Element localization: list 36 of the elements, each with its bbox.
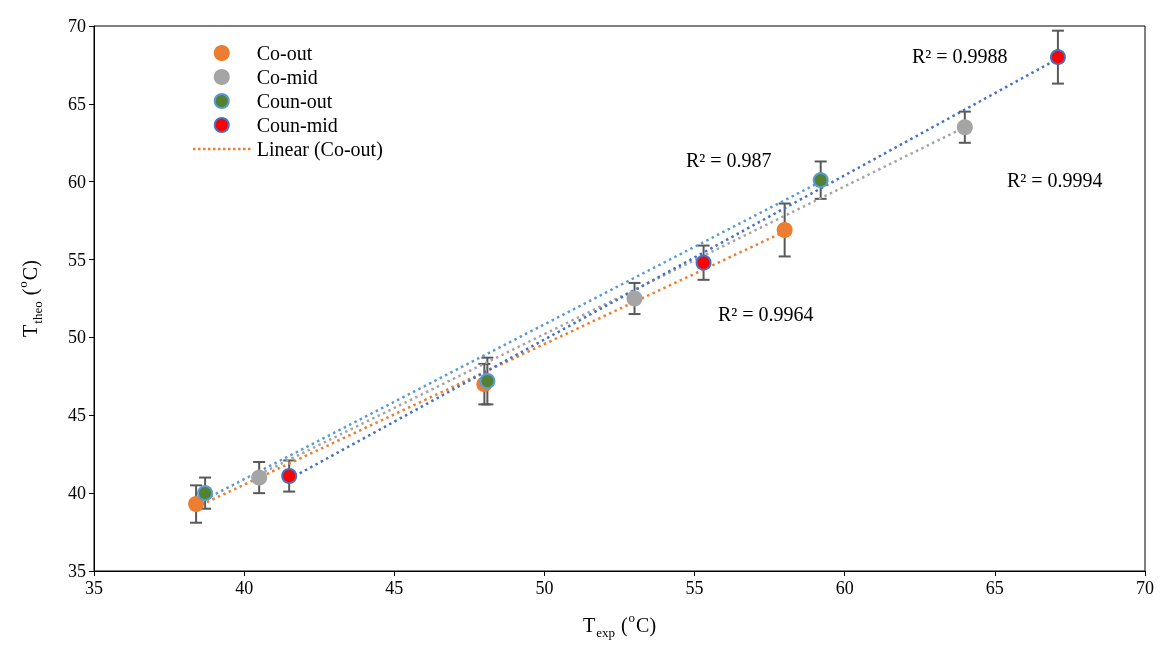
- point: [812, 172, 829, 189]
- legend-label: Co-mid: [256, 66, 318, 88]
- annotation: R² = 0.9994: [1007, 169, 1103, 191]
- y-tick-label: 65: [68, 93, 86, 114]
- x-tick-label: 70: [1136, 578, 1154, 598]
- y-tick-label: 70: [68, 16, 86, 36]
- x-tick-label: 60: [835, 578, 854, 598]
- point: [281, 468, 298, 485]
- legend-label: Coun-out: [256, 90, 333, 112]
- point: [776, 221, 793, 238]
- annotation: R² = 0.9964: [718, 303, 814, 325]
- y-axis-title: Ttheo (oC): [15, 260, 45, 337]
- x-tick-label: 40: [235, 578, 254, 598]
- point: [626, 290, 643, 307]
- point: [695, 254, 712, 271]
- x-tick-label: 65: [985, 578, 1004, 598]
- x-tick-label: 55: [685, 578, 704, 598]
- point: [188, 496, 205, 513]
- x-tick-label: 35: [85, 578, 103, 598]
- annotation: R² = 0.987: [686, 149, 772, 171]
- point: [251, 469, 268, 486]
- y-tick-label: 55: [68, 249, 86, 270]
- legend-label: Co-out: [256, 42, 313, 64]
- point: [197, 485, 214, 502]
- legend-label: Coun-mid: [256, 114, 338, 136]
- x-tick-label: 45: [385, 578, 404, 598]
- point: [956, 119, 973, 136]
- x-tick-label: 50: [535, 578, 554, 598]
- y-tick-label: 60: [68, 171, 86, 192]
- legend-label: Linear (Co-out): [256, 138, 383, 161]
- y-tick-label: 35: [68, 561, 86, 581]
- point: [1049, 49, 1066, 66]
- y-tick-label: 50: [68, 327, 86, 348]
- y-tick-label: 40: [68, 483, 86, 504]
- y-tick-label: 45: [68, 405, 86, 426]
- annotation: R² = 0.9988: [912, 45, 1008, 67]
